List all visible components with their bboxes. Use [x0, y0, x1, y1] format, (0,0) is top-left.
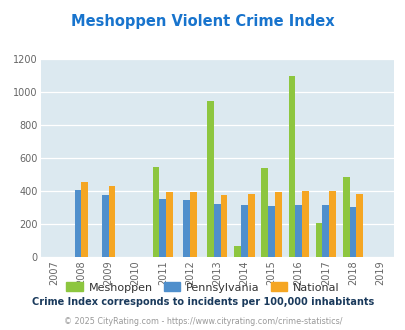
Bar — [166, 192, 173, 257]
Bar — [342, 178, 349, 257]
Bar — [261, 168, 267, 257]
Bar — [267, 206, 274, 257]
Bar — [356, 194, 362, 257]
Bar — [349, 207, 356, 257]
Bar — [102, 195, 108, 257]
Legend: Meshoppen, Pennsylvania, National: Meshoppen, Pennsylvania, National — [62, 278, 343, 297]
Bar — [315, 223, 322, 257]
Bar — [183, 200, 190, 257]
Bar — [247, 194, 254, 257]
Bar — [294, 205, 301, 257]
Bar — [75, 190, 81, 257]
Bar — [234, 246, 241, 257]
Bar — [81, 182, 88, 257]
Text: © 2025 CityRating.com - https://www.cityrating.com/crime-statistics/: © 2025 CityRating.com - https://www.city… — [64, 317, 341, 326]
Bar — [152, 167, 159, 257]
Bar — [328, 191, 335, 257]
Bar — [301, 191, 308, 257]
Bar — [274, 192, 281, 257]
Bar — [241, 205, 247, 257]
Bar — [108, 185, 115, 257]
Text: Meshoppen Violent Crime Index: Meshoppen Violent Crime Index — [71, 14, 334, 29]
Bar — [213, 204, 220, 257]
Bar — [322, 205, 328, 257]
Bar — [190, 192, 196, 257]
Bar — [288, 76, 294, 257]
Bar — [207, 101, 213, 257]
Bar — [159, 199, 166, 257]
Text: Crime Index corresponds to incidents per 100,000 inhabitants: Crime Index corresponds to incidents per… — [32, 297, 373, 307]
Bar — [220, 195, 227, 257]
